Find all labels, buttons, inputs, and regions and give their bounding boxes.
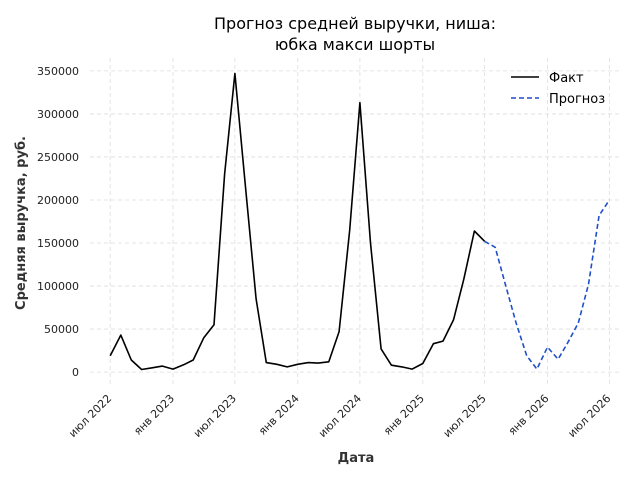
x-axis-ticks: июл 2022 янв 2023 июл 2023 янв 2024 июл 2024… bbox=[66, 392, 613, 440]
y-tick-label: 50000 bbox=[44, 323, 79, 336]
x-tick-label: июл 2026 bbox=[565, 392, 613, 440]
legend-label-forecast: Прогноз bbox=[549, 92, 605, 107]
x-tick-label: июл 2022 bbox=[66, 392, 114, 440]
x-tick-label: янв 2026 bbox=[506, 392, 552, 438]
y-tick-label: 300000 bbox=[37, 108, 79, 121]
x-tick-label: янв 2023 bbox=[131, 392, 177, 438]
x-tick-label: июл 2025 bbox=[441, 392, 489, 440]
grid bbox=[90, 58, 622, 385]
y-tick-label: 200000 bbox=[37, 194, 79, 207]
y-tick-label: 100000 bbox=[37, 280, 79, 293]
series-lines bbox=[109, 72, 611, 371]
y-axis-title: Средняя выручка, руб. bbox=[14, 136, 29, 310]
x-axis-title: Дата bbox=[338, 451, 375, 466]
y-tick-label: 350000 bbox=[37, 65, 79, 78]
x-tick-label: янв 2024 bbox=[256, 392, 302, 438]
y-tick-label: 150000 bbox=[37, 237, 79, 250]
series-fact-line bbox=[109, 72, 486, 371]
chart-title-line2: юбка макси шорты bbox=[275, 35, 435, 54]
chart-title-line1: Прогноз средней выручки, ниша: bbox=[214, 14, 496, 33]
x-tick-label: янв 2025 bbox=[381, 392, 427, 438]
legend: Факт Прогноз bbox=[511, 71, 605, 107]
y-axis-ticks: 0 50000 100000 150000 200000 250000 300000 3500… bbox=[37, 65, 79, 379]
y-tick-label: 250000 bbox=[37, 151, 79, 164]
series-forecast-line bbox=[484, 199, 611, 370]
legend-label-fact: Факт bbox=[549, 71, 584, 86]
y-tick-label: 0 bbox=[72, 366, 79, 379]
x-tick-label: июл 2024 bbox=[316, 392, 364, 440]
x-tick-label: июл 2023 bbox=[191, 392, 239, 440]
